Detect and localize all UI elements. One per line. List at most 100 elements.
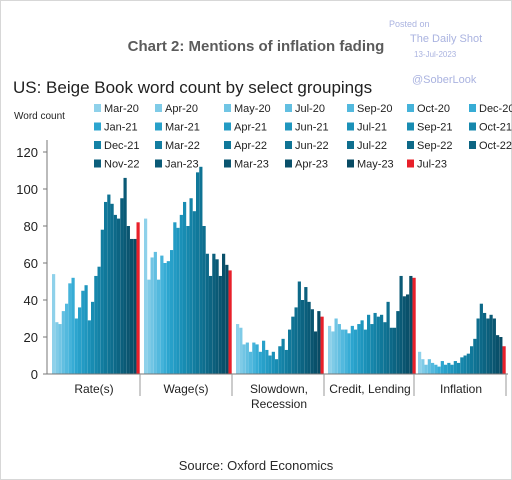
bar bbox=[87, 320, 91, 374]
watermark-date: 13-Jul-2023 bbox=[414, 50, 457, 59]
bar bbox=[460, 357, 464, 374]
bar bbox=[483, 312, 487, 374]
bar bbox=[166, 261, 170, 374]
bar bbox=[113, 214, 117, 374]
bar bbox=[222, 253, 226, 374]
bar bbox=[341, 329, 345, 374]
bar bbox=[239, 327, 243, 374]
bar bbox=[225, 264, 229, 374]
bar bbox=[258, 351, 262, 374]
bar bbox=[136, 222, 140, 374]
x-category-label: Wage(s) bbox=[164, 382, 209, 396]
bar bbox=[173, 222, 177, 374]
legend-swatch bbox=[469, 122, 476, 131]
legend-swatch bbox=[224, 159, 231, 168]
bar bbox=[242, 344, 246, 374]
legend: Mar-20 Apr-20 May-20 Jul-20 Sep-20 Oct-20 Dec-… bbox=[94, 103, 512, 171]
legend-label: Jan-23 bbox=[165, 159, 199, 171]
bar bbox=[354, 329, 358, 374]
bar bbox=[418, 351, 422, 374]
legend-label: Jun-22 bbox=[295, 140, 329, 152]
legend-swatch bbox=[469, 104, 476, 112]
legend-swatch bbox=[407, 141, 414, 149]
legend-label: Dec-21 bbox=[104, 140, 139, 152]
legend-swatch bbox=[155, 141, 162, 149]
bar bbox=[147, 279, 151, 374]
chart-subtitle: US: Beige Book word count by select grou… bbox=[13, 78, 373, 97]
legend-label: Jul-20 bbox=[295, 103, 325, 115]
chart-title: Chart 2: Mentions of inflation fading bbox=[127, 38, 385, 55]
bar bbox=[380, 314, 384, 374]
bar bbox=[65, 303, 69, 374]
x-category-label: Inflation bbox=[440, 382, 482, 396]
legend-label: May-23 bbox=[357, 159, 394, 171]
bar bbox=[427, 359, 431, 374]
bar bbox=[307, 301, 311, 374]
bar bbox=[297, 281, 301, 374]
legend-swatch bbox=[155, 159, 162, 168]
bar bbox=[437, 366, 441, 374]
bar bbox=[84, 285, 88, 374]
legend-label: Sep-22 bbox=[417, 140, 452, 152]
bar bbox=[421, 359, 425, 374]
x-category-label: Credit, Lending bbox=[329, 382, 410, 396]
legend-swatch bbox=[224, 122, 231, 131]
bar bbox=[453, 361, 457, 374]
bar bbox=[130, 238, 134, 374]
bar bbox=[350, 325, 354, 374]
bar bbox=[78, 307, 82, 374]
bar bbox=[120, 198, 124, 374]
legend-label: Oct-21 bbox=[479, 122, 512, 134]
bar bbox=[284, 349, 288, 374]
bar bbox=[334, 318, 338, 374]
bar bbox=[81, 290, 85, 374]
bar bbox=[196, 172, 200, 374]
bar bbox=[492, 318, 496, 374]
source-note: Source: Oxford Economics bbox=[178, 458, 334, 473]
bar bbox=[431, 362, 435, 374]
bar bbox=[275, 359, 279, 374]
bar bbox=[209, 275, 213, 374]
bar bbox=[331, 331, 335, 374]
bar bbox=[157, 279, 161, 374]
y-axis: 0 20 40 60 80 100 120 bbox=[16, 140, 48, 382]
legend-label: Jan-21 bbox=[104, 122, 138, 134]
bar bbox=[304, 287, 308, 374]
legend-swatch bbox=[407, 159, 414, 168]
bar bbox=[424, 364, 428, 374]
bar bbox=[100, 229, 104, 374]
bar bbox=[337, 324, 341, 374]
bar bbox=[496, 335, 500, 374]
bar bbox=[479, 303, 483, 374]
bar bbox=[192, 211, 196, 374]
bar bbox=[383, 322, 387, 374]
bar bbox=[55, 322, 59, 374]
legend-label: Jun-21 bbox=[295, 122, 329, 134]
x-category-label: Rate(s) bbox=[74, 382, 113, 396]
legend-label: Dec-20 bbox=[479, 103, 512, 115]
bar bbox=[183, 201, 187, 374]
bar bbox=[466, 353, 470, 374]
bar bbox=[150, 257, 154, 374]
legend-swatch bbox=[285, 104, 292, 112]
bar bbox=[265, 349, 269, 374]
bar bbox=[107, 194, 111, 374]
legend-label: Jul-22 bbox=[357, 140, 387, 152]
bar bbox=[320, 316, 324, 374]
legend-swatch bbox=[285, 141, 292, 149]
bar bbox=[205, 253, 209, 374]
legend-swatch bbox=[347, 141, 354, 149]
bar bbox=[133, 238, 137, 374]
legend-swatch bbox=[285, 122, 292, 131]
bar bbox=[252, 342, 256, 374]
legend-swatch bbox=[94, 122, 101, 131]
legend-label: May-20 bbox=[234, 103, 271, 115]
bar bbox=[58, 324, 62, 374]
watermark-posted: Posted on bbox=[389, 19, 430, 29]
bar bbox=[61, 311, 65, 374]
legend-swatch bbox=[347, 104, 354, 112]
legend-label: Jul-23 bbox=[417, 159, 447, 171]
bar bbox=[215, 259, 219, 374]
legend-swatch bbox=[347, 159, 354, 168]
bar bbox=[502, 346, 506, 374]
